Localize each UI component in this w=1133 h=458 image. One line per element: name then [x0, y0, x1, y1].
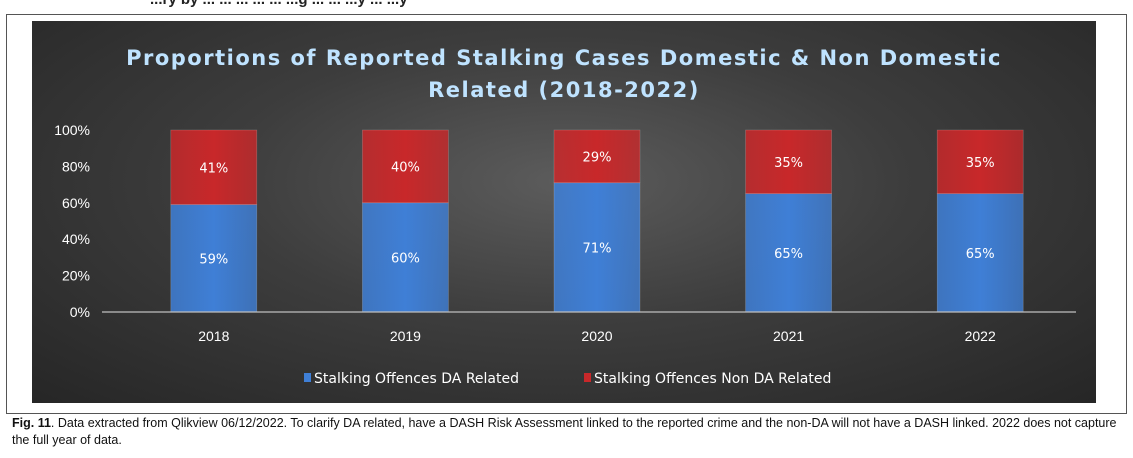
data-label-da-2019: 60%	[391, 251, 420, 266]
bars: 59% 41% 60% 40% 71% 29% 65% 35% 65% 35%	[170, 129, 1024, 313]
data-label-da-2020: 71%	[583, 241, 612, 256]
legend-label-non-da: Stalking Offences Non DA Related	[594, 371, 831, 387]
bar-non-da-2021	[745, 129, 832, 195]
legend: Stalking Offences DA Related Stalking Off…	[304, 371, 831, 387]
y-tick-label: 0%	[70, 304, 90, 320]
chart-title-line-2: Related (2018-2022)	[428, 78, 700, 102]
figure-caption: Fig. 11. Data extracted from Qlikview 06…	[12, 415, 1127, 449]
y-axis: 0% 20% 40% 60% 80% 100%	[54, 122, 90, 320]
bar-non-da-2018	[170, 129, 258, 205]
y-tick-label: 80%	[62, 158, 90, 174]
x-tick-label: 2022	[965, 328, 996, 344]
chart-title-line-1: Proportions of Reported Stalking Cases D…	[126, 46, 1002, 70]
legend-label-da: Stalking Offences DA Related	[314, 371, 519, 387]
y-tick-label: 20%	[62, 268, 90, 284]
data-label-non-da-2021: 35%	[774, 156, 803, 171]
bar-non-da-2022	[936, 129, 1024, 195]
cropped-heading-text: ...ry by ... ... ... ... ... ...g ... ..…	[150, 0, 408, 8]
data-label-non-da-2018: 41%	[199, 161, 228, 176]
x-tick-label: 2020	[581, 328, 612, 344]
cropped-text-strip: ...ry by ... ... ... ... ... ...g ... ..…	[0, 0, 1133, 22]
data-label-da-2022: 65%	[966, 247, 995, 262]
bar-da-2018	[170, 204, 258, 313]
x-axis: 2018 2019 2020 2021 2022	[102, 311, 1076, 344]
y-tick-label: 40%	[62, 231, 90, 247]
data-label-da-2018: 59%	[199, 252, 228, 267]
legend-swatch-non-da	[584, 373, 591, 382]
bar-non-da-2019	[362, 129, 449, 204]
chart-panel: Proportions of Reported Stalking Cases D…	[32, 21, 1096, 403]
y-tick-label: 60%	[62, 195, 90, 211]
x-tick-label: 2021	[773, 328, 804, 344]
caption-text: . Data extracted from Qlikview 06/12/202…	[12, 416, 1117, 447]
data-label-non-da-2019: 40%	[391, 160, 420, 175]
bar-non-da-2020	[553, 129, 641, 184]
bar-da-2021	[745, 193, 832, 313]
legend-swatch-da	[304, 373, 311, 382]
data-label-da-2021: 65%	[774, 247, 803, 262]
data-label-non-da-2022: 35%	[966, 156, 995, 171]
y-tick-label: 100%	[54, 122, 90, 138]
data-label-non-da-2020: 29%	[583, 150, 612, 165]
x-tick-label: 2019	[390, 328, 421, 344]
caption-figure-label: Fig. 11	[12, 416, 51, 430]
stacked-bar-chart: Proportions of Reported Stalking Cases D…	[54, 46, 1076, 387]
bar-da-2022	[936, 193, 1024, 313]
x-tick-label: 2018	[198, 328, 229, 344]
